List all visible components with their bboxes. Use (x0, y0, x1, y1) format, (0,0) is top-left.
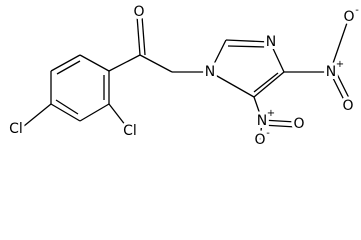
atom-labels: O N N N + O - O N + O O - Cl Cl (6, 1, 360, 148)
atom-label: Cl (123, 123, 137, 139)
atom-label: O (343, 9, 354, 25)
atom-label: Cl (9, 121, 23, 137)
atom-charge: + (336, 59, 344, 70)
atom-label: O (133, 4, 144, 20)
bonds (23, 15, 352, 144)
atom-label: N (266, 34, 276, 50)
atom-label: N (205, 64, 215, 80)
structure-diagram: O N N N + O - O N + O O - Cl Cl (6, 1, 360, 148)
atom-charge: - (266, 128, 270, 139)
atom-charge: - (355, 5, 359, 16)
atom-label: N (257, 113, 267, 129)
atom-label: N (326, 64, 336, 80)
atom-label: O (342, 98, 353, 114)
atom-charge: + (267, 108, 275, 119)
atom-label: O (293, 116, 304, 132)
atom-label: O (254, 132, 265, 148)
